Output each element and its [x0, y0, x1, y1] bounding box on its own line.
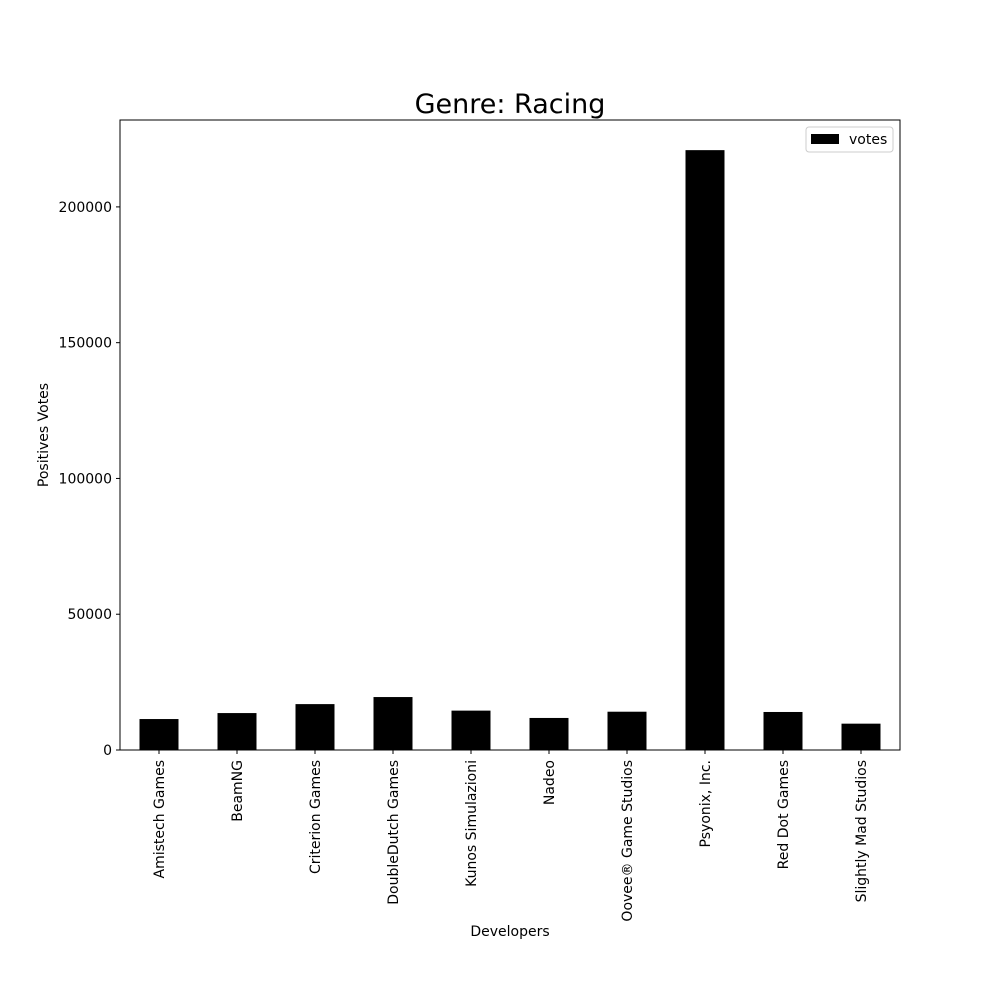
- x-tick-label: Criterion Games: [308, 760, 324, 874]
- legend-box: [805, 126, 894, 153]
- bars-group: [139, 150, 881, 751]
- y-tick-label: 0: [103, 743, 112, 759]
- bar-doubledutch-games: [373, 697, 413, 750]
- bar-psyonix-inc: [685, 150, 725, 751]
- x-tick-label: DoubleDutch Games: [386, 760, 402, 905]
- y-axis: 0 50000 100000 150000 200000: [59, 200, 120, 759]
- bar-slightly-mad-studios: [841, 723, 881, 750]
- chart-title: Genre: Racing: [415, 89, 606, 120]
- legend-swatch: [811, 134, 839, 144]
- x-tick-label: Red Dot Games: [776, 760, 792, 869]
- y-axis-label: Positives Votes: [36, 383, 52, 487]
- bar-kunos-simulazioni: [451, 710, 491, 750]
- bar-red-dot-games: [763, 711, 803, 750]
- x-tick-label: BeamNG: [230, 760, 246, 822]
- x-axis-label: Developers: [470, 924, 549, 940]
- x-tick-label: Amistech Games: [152, 760, 168, 879]
- y-tick-label: 50000: [67, 607, 112, 623]
- legend-label: votes: [849, 132, 887, 148]
- y-tick-label: 200000: [59, 200, 112, 216]
- x-tick-label: Nadeo: [542, 760, 558, 805]
- bar-beamng: [217, 713, 257, 750]
- x-tick-label: Psyonix, Inc.: [698, 760, 714, 847]
- plot-frame: [119, 119, 901, 751]
- x-tick-label: Slightly Mad Studios: [854, 760, 870, 902]
- bar-oovee-game-studios: [607, 711, 647, 750]
- bar-criterion-games: [295, 704, 335, 750]
- y-tick-label: 100000: [59, 471, 112, 487]
- x-tick-label: Oovee® Game Studios: [620, 760, 636, 922]
- bar-amistech-games: [139, 719, 179, 750]
- x-axis: Amistech Games BeamNG Criterion Games Doubl…: [152, 750, 870, 922]
- legend: votes: [805, 126, 894, 153]
- x-tick-label: Kunos Simulazioni: [464, 760, 480, 887]
- y-tick-label: 150000: [59, 336, 112, 352]
- bar-nadeo: [529, 717, 569, 750]
